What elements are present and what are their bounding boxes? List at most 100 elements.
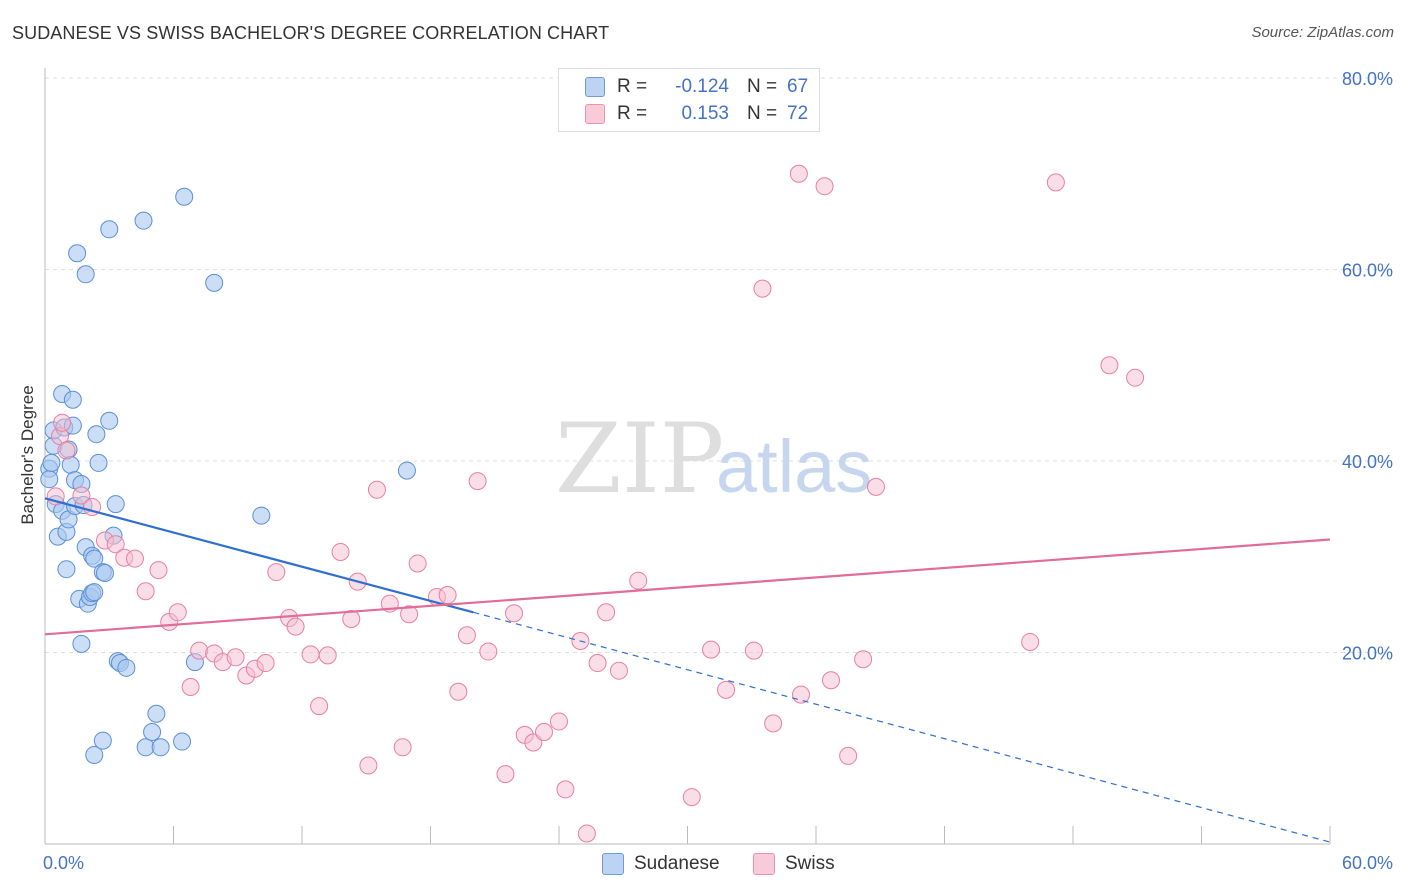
swiss-point xyxy=(359,756,378,775)
sudanese-trend-extension xyxy=(473,611,1331,843)
sudanese-point xyxy=(173,732,192,751)
chart-title: SUDANESE VS SWISS BACHELOR'S DEGREE CORR… xyxy=(12,23,610,43)
swiss-point xyxy=(318,646,337,665)
sudanese-point xyxy=(68,244,87,263)
swiss-point xyxy=(106,535,125,554)
legend-label-swiss: Swiss xyxy=(785,853,835,874)
sudanese-point xyxy=(117,658,136,677)
swiss-point xyxy=(457,626,476,645)
swiss-point xyxy=(125,549,144,568)
sudanese-point xyxy=(93,731,112,750)
sudanese-point xyxy=(76,265,95,284)
swiss-point xyxy=(181,677,200,696)
sudanese-point xyxy=(63,390,82,409)
swiss-point xyxy=(72,486,91,505)
sudanese-point xyxy=(252,506,271,525)
swiss-point xyxy=(400,605,419,624)
swiss-point xyxy=(149,561,168,580)
swiss-point xyxy=(408,554,427,573)
sudanese-point xyxy=(147,704,166,723)
swiss-point xyxy=(57,441,76,460)
legend-item-sudanese[interactable]: Sudanese xyxy=(602,852,720,876)
swiss-point xyxy=(190,641,209,660)
y-tick-label: 40.0% xyxy=(1342,452,1393,472)
y-tick-label: 20.0% xyxy=(1342,644,1393,664)
trend-lines xyxy=(44,497,1331,843)
sudanese-point xyxy=(175,187,194,206)
sudanese-point xyxy=(397,461,416,480)
swiss-point xyxy=(449,682,468,701)
swiss-point xyxy=(286,617,305,636)
sudanese-point xyxy=(85,583,104,602)
r-value: 0.153 xyxy=(681,103,729,124)
axes xyxy=(44,68,1331,845)
swiss-point xyxy=(310,697,329,716)
swiss-swatch xyxy=(753,853,775,875)
n-label: N = xyxy=(747,76,778,97)
sudanese-swatch xyxy=(585,77,605,97)
n-value: 72 xyxy=(787,103,809,124)
swiss-swatch xyxy=(585,104,605,124)
legend-item-swiss[interactable]: Swiss xyxy=(753,852,835,876)
legend-label-sudanese: Sudanese xyxy=(634,853,720,874)
swiss-point xyxy=(764,714,783,733)
swiss-point xyxy=(136,582,155,601)
sudanese-point xyxy=(143,722,162,741)
sudanese-point xyxy=(57,560,76,579)
correlation-legend: R = -0.124 N = 67 R = 0.153 N = 72 xyxy=(558,68,820,132)
swiss-point xyxy=(168,603,187,622)
swiss-point xyxy=(267,563,286,582)
sudanese-point xyxy=(151,738,170,757)
swiss-point xyxy=(789,164,808,183)
swiss-point xyxy=(682,788,701,807)
legend-row-sudanese: R = -0.124 N = 67 xyxy=(585,74,808,100)
swiss-point xyxy=(854,650,873,669)
swiss-point xyxy=(468,472,487,491)
x-tick-label: 60.0% xyxy=(1342,853,1393,873)
swiss-point xyxy=(393,738,412,757)
swiss-point xyxy=(226,648,245,667)
sudanese-point xyxy=(100,220,119,239)
r-label: R = xyxy=(617,76,648,97)
sudanese-point xyxy=(134,211,153,230)
swiss-point xyxy=(496,765,515,784)
sudanese-point xyxy=(95,564,114,583)
sudanese-point xyxy=(205,273,224,292)
swiss-point xyxy=(792,685,811,704)
swiss-point xyxy=(753,279,772,298)
swiss-point xyxy=(1021,632,1040,651)
swiss-point xyxy=(717,680,736,699)
sudanese-point xyxy=(106,495,125,514)
swiss-point xyxy=(577,824,596,843)
n-label: N = xyxy=(747,103,778,124)
swiss-point xyxy=(550,712,568,731)
sudanese-point xyxy=(136,738,155,757)
sudanese-point xyxy=(89,453,108,472)
swiss-trend-line xyxy=(44,538,1331,636)
sudanese-point xyxy=(40,470,59,489)
legend-row-swiss: R = 0.153 N = 72 xyxy=(585,101,808,127)
swiss-point xyxy=(301,645,320,664)
swiss-point xyxy=(479,642,498,661)
swiss-point xyxy=(342,609,361,628)
sudanese-point xyxy=(42,453,61,472)
sudanese-points xyxy=(40,187,416,764)
sudanese-point xyxy=(72,634,91,653)
swiss-point xyxy=(629,571,648,590)
swiss-point xyxy=(588,654,607,673)
swiss-points xyxy=(46,164,1145,843)
swiss-point xyxy=(1100,356,1119,375)
swiss-point xyxy=(438,586,457,605)
r-label: R = xyxy=(617,103,648,124)
swiss-point xyxy=(815,177,834,196)
swiss-point xyxy=(331,542,350,561)
sudanese-point xyxy=(85,745,104,764)
sudanese-point xyxy=(87,425,106,444)
swiss-point xyxy=(53,413,72,432)
swiss-point xyxy=(1126,368,1145,387)
x-tick-label: 0.0% xyxy=(43,853,84,873)
swiss-point xyxy=(524,733,543,752)
y-tick-label: 60.0% xyxy=(1342,261,1393,281)
swiss-point xyxy=(702,640,721,659)
